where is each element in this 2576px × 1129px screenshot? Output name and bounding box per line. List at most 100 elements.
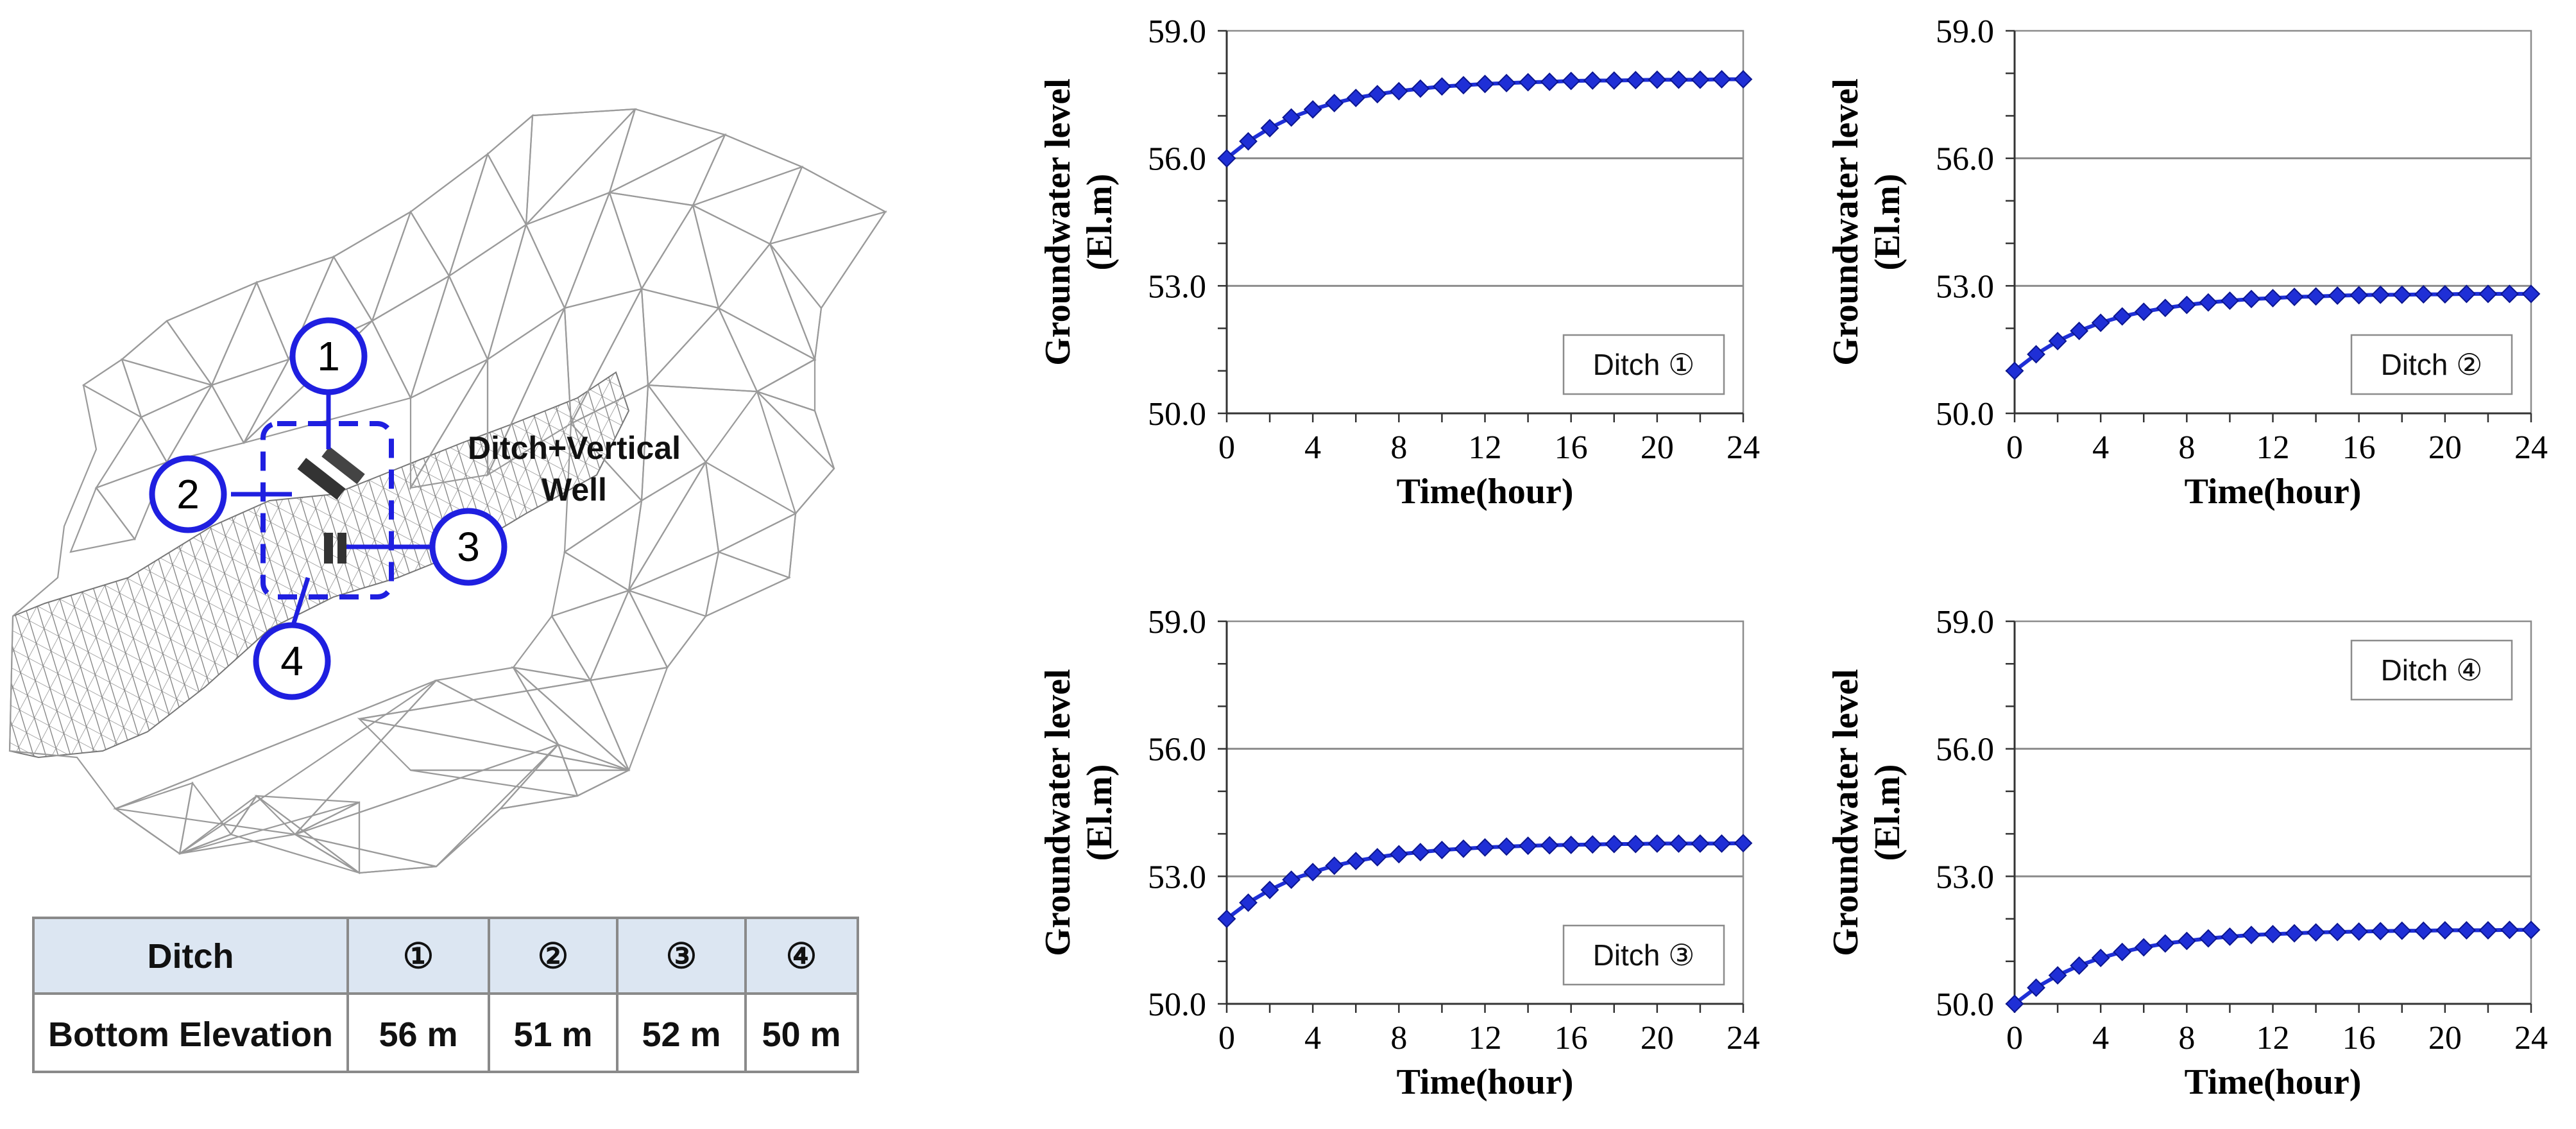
x-tick-label: 0 [2006, 1020, 2023, 1056]
marker-3: 3 [429, 508, 508, 586]
mesh-triangle [166, 280, 259, 387]
x-tick-label: 12 [2256, 429, 2290, 466]
y-axis-title-unit: (El.m) [1080, 764, 1120, 861]
x-tick-label: 4 [1304, 429, 1321, 466]
y-tick-label: 53.0 [1936, 268, 1994, 305]
data-point [2070, 322, 2089, 340]
y-tick-label: 59.0 [1148, 13, 1206, 50]
data-point [1217, 149, 1236, 168]
mesh-triangle [756, 391, 835, 515]
y-axis-title-unit: (El.m) [1868, 174, 1907, 271]
data-point [2221, 291, 2239, 310]
data-point [2478, 921, 2498, 940]
data-point [2027, 345, 2045, 364]
y-tick-label: 59.0 [1936, 13, 1994, 50]
data-point [2134, 302, 2153, 322]
y-tick-label: 53.0 [1148, 859, 1206, 895]
mesh-triangle [512, 615, 592, 682]
mesh-triangle [179, 801, 360, 855]
x-tick-label: 8 [2178, 1020, 2195, 1056]
mesh-triangle [626, 551, 720, 617]
data-point [1669, 834, 1688, 853]
marker-1-label: 1 [317, 333, 340, 379]
data-point [2199, 293, 2218, 312]
table-elevation-1: 56 m [379, 1015, 457, 1054]
data-point [2328, 922, 2347, 942]
x-tick-label: 16 [1555, 429, 1588, 466]
x-tick-label: 24 [1727, 429, 1760, 466]
y-tick-label: 53.0 [1936, 859, 1994, 895]
data-point [1648, 834, 1667, 853]
y-tick-label: 59.0 [1148, 604, 1206, 641]
y-axis-title-unit: (El.m) [1868, 764, 1907, 861]
x-tick-label: 12 [1469, 1020, 1502, 1056]
data-point [2307, 287, 2325, 306]
data-point [1239, 893, 1258, 912]
table-elevation-2: 51 m [513, 1015, 592, 1054]
x-tick-label: 12 [1469, 429, 1502, 466]
x-axis-title: Time(hour) [2185, 472, 2362, 512]
x-tick-label: 8 [2178, 429, 2195, 466]
data-point [1368, 85, 1387, 104]
x-tick-label: 4 [2092, 1020, 2109, 1056]
table-header-bg [33, 918, 858, 994]
data-point [1433, 77, 1451, 96]
data-point [1669, 70, 1688, 89]
data-point [1691, 834, 1710, 853]
data-point [2113, 307, 2132, 326]
data-point [2005, 994, 2024, 1013]
data-point [2393, 921, 2412, 940]
data-point [2264, 289, 2282, 307]
data-point [1411, 79, 1430, 98]
mesh-triangle [563, 499, 643, 592]
data-point [1626, 71, 1645, 90]
legend-box [2350, 334, 2513, 395]
mesh-panel: 1 2 3 4 Ditch+Vertical Well [8, 108, 887, 875]
data-point [1346, 852, 1365, 870]
data-point [1282, 108, 1301, 127]
mesh-triangle [448, 152, 527, 278]
data-point [2177, 931, 2196, 951]
data-point [2371, 285, 2390, 304]
y-axis-title: Groundwater level [1826, 78, 1866, 365]
data-point [1605, 834, 1624, 854]
mesh-triangle [486, 222, 566, 361]
data-point [2457, 284, 2476, 304]
y-tick-label: 53.0 [1148, 268, 1206, 305]
data-point [2457, 921, 2476, 940]
mesh-triangles [69, 108, 887, 875]
table-header-ditch-3: ③ [666, 937, 697, 976]
data-point [1648, 70, 1667, 89]
x-tick-label: 24 [1727, 1020, 1760, 1056]
data-point [2435, 285, 2455, 304]
data-point [2371, 922, 2390, 941]
y-axis-title: Groundwater level [1038, 669, 1078, 956]
data-point [1454, 76, 1473, 95]
data-point [1712, 70, 1731, 89]
data-point [1519, 836, 1537, 856]
data-point [2070, 956, 2089, 975]
mesh-triangle [499, 743, 579, 810]
chart-3: 50.0 53.0 56.0 59.0 0 4 8 12 16 20 24 Time(hour) Gro… [1038, 604, 1760, 1102]
x-tick-label: 0 [1218, 1020, 1235, 1056]
data-point [1389, 845, 1408, 864]
data-point [2242, 926, 2261, 945]
y-tick-label: 56.0 [1148, 732, 1206, 768]
table-header-ditch-4: ④ [786, 937, 817, 976]
data-point [2285, 288, 2304, 306]
x-tick-label: 4 [2092, 429, 2109, 466]
x-tick-label: 4 [1304, 1020, 1321, 1056]
chart-4: 50.0 53.0 56.0 59.0 0 4 8 12 16 20 24 Time(hour) Gro… [1826, 604, 2548, 1102]
x-tick-label: 20 [2428, 1020, 2462, 1056]
x-tick-label: 20 [1641, 429, 1674, 466]
data-point [1260, 119, 1279, 138]
data-point [2414, 285, 2433, 304]
data-point [2350, 922, 2369, 941]
table-header-label: Ditch [148, 937, 234, 976]
data-point [2500, 920, 2519, 940]
data-point [2091, 313, 2110, 332]
data-point [1454, 839, 1473, 858]
chart-1: 50.0 53.0 56.0 59.0 0 4 8 12 16 20 24 Time(hour) Gro… [1038, 13, 1760, 512]
mesh-triangle [210, 280, 290, 386]
data-point [2264, 924, 2282, 944]
